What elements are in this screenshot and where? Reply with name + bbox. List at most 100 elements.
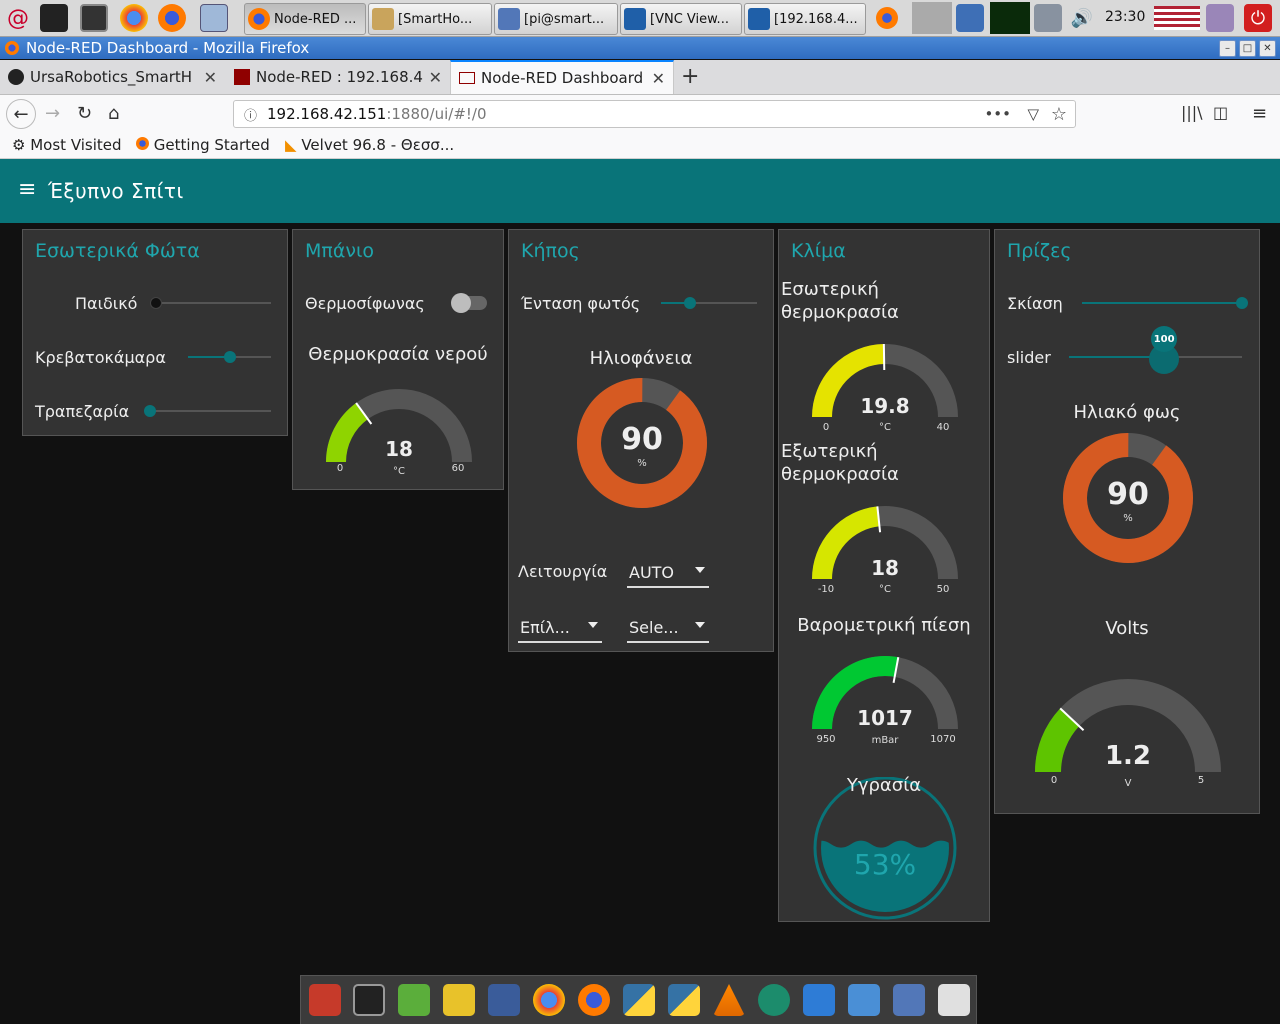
cpu-monitor-icon [912, 2, 952, 34]
task-file-manager[interactable]: [SmartHo... [368, 3, 492, 35]
slider-track[interactable] [156, 302, 271, 304]
tab-node-red-dashboard[interactable]: Node-RED Dashboard ✕ [450, 60, 674, 94]
indoor-temperature-title: Εσωτερική θερμοκρασία [781, 279, 899, 323]
firefox-launcher-icon[interactable] [578, 984, 610, 1016]
window-title: Node-RED Dashboard - Mozilla Firefox [26, 39, 310, 57]
slider-dining-room[interactable] [144, 405, 156, 417]
task-vnc-session[interactable]: [192.168.4... [744, 3, 866, 35]
tools-launcher-icon[interactable] [309, 984, 341, 1016]
task-ssh[interactable]: [pi@smart... [494, 3, 618, 35]
network-launcher-icon[interactable] [848, 984, 880, 1016]
mode-select[interactable]: AUTO [627, 560, 709, 588]
card-title: Πρίζες [1007, 240, 1072, 262]
indoor-temperature-gauge: 19.8 °C 0 40 [812, 343, 958, 433]
text-editor-launcher-icon[interactable] [398, 984, 430, 1016]
card-garden: Κήπος Ένταση φωτός Ηλιοφάνεια 90 % Λειτο… [508, 229, 774, 652]
dropdown-select-1[interactable]: Επίλ... [518, 615, 602, 643]
task-firefox[interactable]: Node-RED ... [244, 3, 366, 35]
light-intensity-slider[interactable] [683, 297, 696, 309]
pocket-icon[interactable]: ▽ [1027, 105, 1039, 123]
realvnc-launcher-icon[interactable] [938, 984, 970, 1016]
dropdown-select-2[interactable]: Sele... [627, 615, 709, 643]
calculator-launcher-icon[interactable] [488, 984, 520, 1016]
python3-launcher-icon[interactable] [668, 984, 700, 1016]
maximize-button[interactable]: □ [1239, 40, 1256, 57]
chromium-icon[interactable] [120, 4, 148, 32]
windows-icon[interactable] [200, 4, 228, 32]
slider-track[interactable] [661, 302, 757, 304]
slider-label: slider [1007, 348, 1051, 367]
url-bar[interactable]: ⓘ 192.168.42.151:1880/ui/#!/0 ••• ▽ ☆ [233, 100, 1076, 128]
close-tab-icon[interactable]: ✕ [199, 67, 217, 87]
tab-node-red-editor[interactable]: Node-RED : 192.168.4 ✕ [226, 60, 450, 94]
chevron-down-icon [695, 567, 705, 573]
page-actions-icon[interactable]: ••• [984, 105, 1011, 123]
slider-bedroom[interactable] [223, 351, 236, 363]
bookmarks-toolbar: ⚙ Most Visited Getting Started ◣ Velvet … [0, 133, 1280, 159]
home-button[interactable]: ⌂ [108, 103, 120, 124]
power-icon[interactable]: ⏻ [1244, 4, 1272, 32]
gauge-max: 5 [1198, 775, 1204, 786]
slider-kids-room[interactable] [150, 297, 162, 309]
close-tab-icon[interactable]: ✕ [424, 67, 442, 87]
shade-slider[interactable] [1236, 297, 1248, 309]
python-launcher-icon[interactable] [623, 984, 655, 1016]
library-icon[interactable]: |||\ [1181, 103, 1203, 122]
bookmark-velvet[interactable]: ◣ Velvet 96.8 - Θεσσ... [285, 136, 455, 154]
reload-button[interactable]: ↻ [77, 103, 93, 124]
files-launcher-icon[interactable] [803, 984, 835, 1016]
light-label-bedroom: Κρεβατοκάμαρα [35, 348, 166, 367]
slider-fill [1069, 356, 1165, 358]
keyboard-layout-flag-icon[interactable] [1154, 6, 1200, 30]
sunshine-donut: 90 % [577, 378, 707, 508]
volume-icon[interactable]: 🔊 [1070, 7, 1094, 29]
terminal-launcher-icon[interactable] [40, 4, 68, 32]
hamburger-menu-icon[interactable]: ≡ [18, 177, 37, 202]
light-label-dining-room: Τραπεζαρία [35, 402, 130, 421]
slider-label-shade: Σκίαση [1007, 294, 1063, 313]
network-monitor-icon [990, 2, 1030, 34]
drive-icon[interactable] [1034, 4, 1062, 32]
node-red-icon [234, 69, 250, 85]
display-launcher-icon[interactable] [353, 984, 385, 1016]
back-button[interactable]: ← [6, 99, 36, 129]
close-window-button[interactable]: ✕ [1259, 40, 1276, 57]
minimize-button[interactable]: – [1219, 40, 1236, 57]
gauge-value: 18 [871, 556, 899, 580]
switch-label-water-heater: Θερμοσίφωνας [305, 294, 425, 313]
new-tab-button[interactable]: + [681, 64, 700, 89]
outdoor-temperature-title: Εξωτερική θερμοκρασία [781, 441, 899, 485]
chromium-launcher-icon[interactable] [533, 984, 565, 1016]
slider-track[interactable] [150, 410, 271, 412]
lock-icon[interactable] [1206, 4, 1234, 32]
gauge-min: 950 [816, 734, 835, 745]
debian-menu-icon[interactable]: @ [7, 5, 29, 31]
bookmark-star-icon[interactable]: ☆ [1050, 103, 1067, 125]
sidebar-icon[interactable]: ◫ [1213, 103, 1229, 122]
volts-title: Volts [1105, 618, 1149, 639]
firefox-tray-icon[interactable] [876, 7, 898, 29]
python-ide-launcher-icon[interactable] [443, 984, 475, 1016]
tab-github[interactable]: UrsaRobotics_SmartH ✕ [0, 60, 225, 94]
ssh-launcher-icon[interactable] [893, 984, 925, 1016]
clock[interactable]: 23:30 [1105, 9, 1146, 25]
menu-icon[interactable]: ≡ [1252, 103, 1268, 124]
info-icon[interactable]: ⓘ [244, 108, 258, 124]
close-tab-icon[interactable]: ✕ [651, 68, 665, 88]
firefox-launcher-icon[interactable] [158, 4, 186, 32]
slider-label-light-intensity: Ένταση φωτός [521, 294, 641, 313]
switch-knob[interactable] [451, 293, 471, 313]
browser-tab-bar: UrsaRobotics_SmartH ✕ Node-RED : 192.168… [0, 60, 1280, 95]
task-vnc-viewer[interactable]: [VNC View... [620, 3, 742, 35]
generic-slider[interactable]: 100 [1149, 326, 1180, 374]
vlc-launcher-icon[interactable] [713, 984, 745, 1016]
donut-unit: % [637, 458, 647, 469]
forward-button[interactable]: → [45, 103, 61, 124]
bookmark-most-visited[interactable]: ⚙ Most Visited [12, 136, 122, 154]
arduino-launcher-icon[interactable] [758, 984, 790, 1016]
network-icon[interactable] [956, 4, 984, 32]
water-heater-switch[interactable] [451, 293, 487, 313]
bookmark-getting-started[interactable]: Getting Started [136, 136, 270, 154]
desktop-icon[interactable] [80, 4, 108, 32]
pressure-gauge: 1017 mBar 950 1070 [812, 656, 958, 746]
